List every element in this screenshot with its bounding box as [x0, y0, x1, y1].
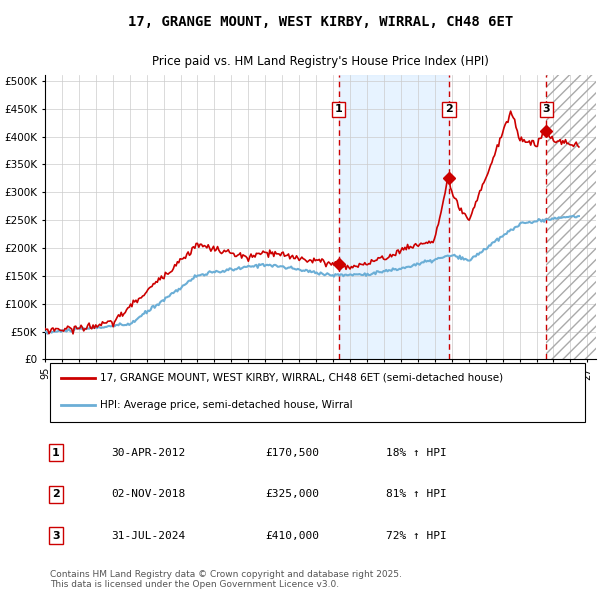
Text: 1: 1 [335, 104, 343, 114]
Text: 2: 2 [445, 104, 453, 114]
Text: Price paid vs. HM Land Registry's House Price Index (HPI): Price paid vs. HM Land Registry's House … [152, 54, 489, 67]
Text: Contains HM Land Registry data © Crown copyright and database right 2025.
This d: Contains HM Land Registry data © Crown c… [50, 569, 403, 589]
Text: 1: 1 [52, 448, 60, 458]
Text: 3: 3 [52, 530, 60, 540]
Text: £410,000: £410,000 [265, 530, 319, 540]
Text: 31-JUL-2024: 31-JUL-2024 [111, 530, 185, 540]
Text: 3: 3 [542, 104, 550, 114]
Text: 17, GRANGE MOUNT, WEST KIRBY, WIRRAL, CH48 6ET: 17, GRANGE MOUNT, WEST KIRBY, WIRRAL, CH… [128, 15, 513, 29]
Text: 2: 2 [52, 489, 60, 499]
Bar [547, 75, 596, 359]
Bar [547, 75, 596, 359]
Text: HPI: Average price, semi-detached house, Wirral: HPI: Average price, semi-detached house,… [100, 401, 353, 411]
Text: 17, GRANGE MOUNT, WEST KIRBY, WIRRAL, CH48 6ET (semi-detached house): 17, GRANGE MOUNT, WEST KIRBY, WIRRAL, CH… [100, 373, 503, 383]
Bar [338, 75, 449, 359]
Text: 30-APR-2012: 30-APR-2012 [111, 448, 185, 458]
Text: 18% ↑ HPI: 18% ↑ HPI [386, 448, 447, 458]
Text: £325,000: £325,000 [265, 489, 319, 499]
FancyBboxPatch shape [50, 363, 585, 422]
Text: 81% ↑ HPI: 81% ↑ HPI [386, 489, 447, 499]
Text: 02-NOV-2018: 02-NOV-2018 [111, 489, 185, 499]
Text: £170,500: £170,500 [265, 448, 319, 458]
Text: 72% ↑ HPI: 72% ↑ HPI [386, 530, 447, 540]
